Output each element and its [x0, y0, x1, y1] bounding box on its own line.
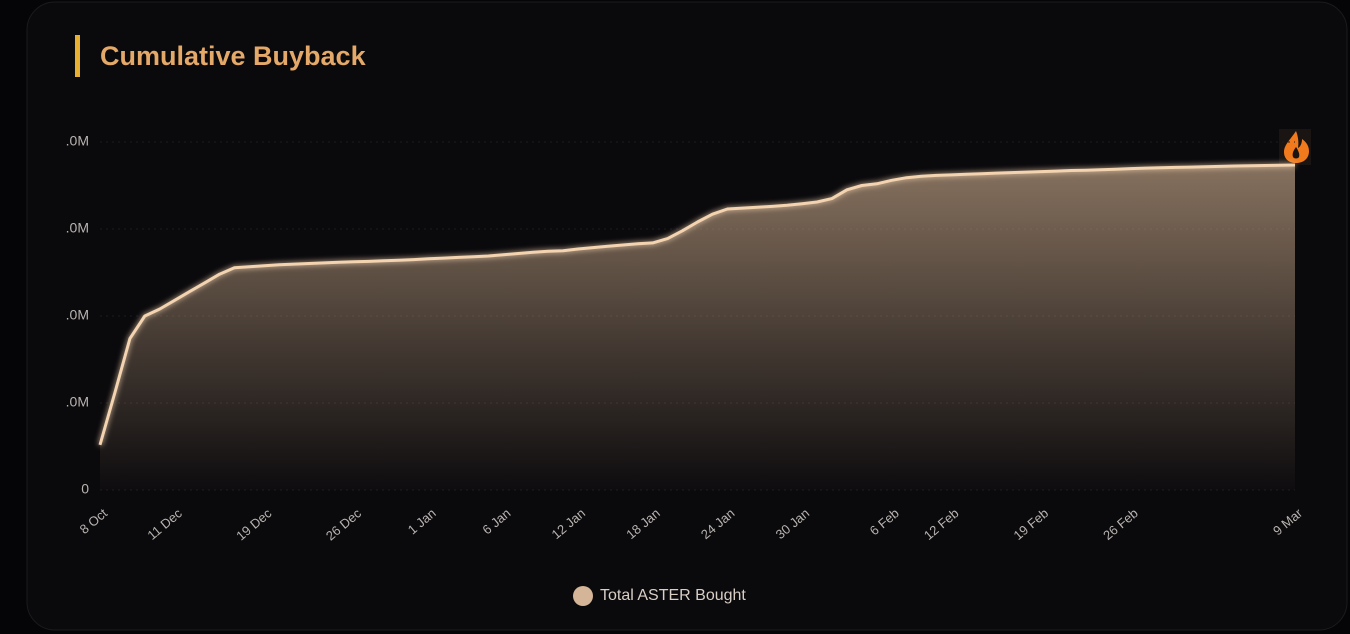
y-tick-label: .0M	[66, 133, 89, 149]
flame-icon	[1279, 129, 1311, 165]
area	[100, 165, 1295, 490]
y-tick-label: 0	[81, 481, 89, 497]
legend-swatch	[573, 586, 593, 606]
y-tick-label: .0M	[66, 394, 89, 410]
title-accent	[75, 35, 80, 77]
line	[98, 163, 1296, 446]
chart-title: Cumulative Buyback	[100, 41, 367, 71]
y-tick-label: .0M	[66, 307, 89, 323]
y-tick-label: .0M	[66, 220, 89, 236]
legend: Total ASTER Bought	[573, 586, 746, 606]
legend-label: Total ASTER Bought	[600, 587, 746, 604]
